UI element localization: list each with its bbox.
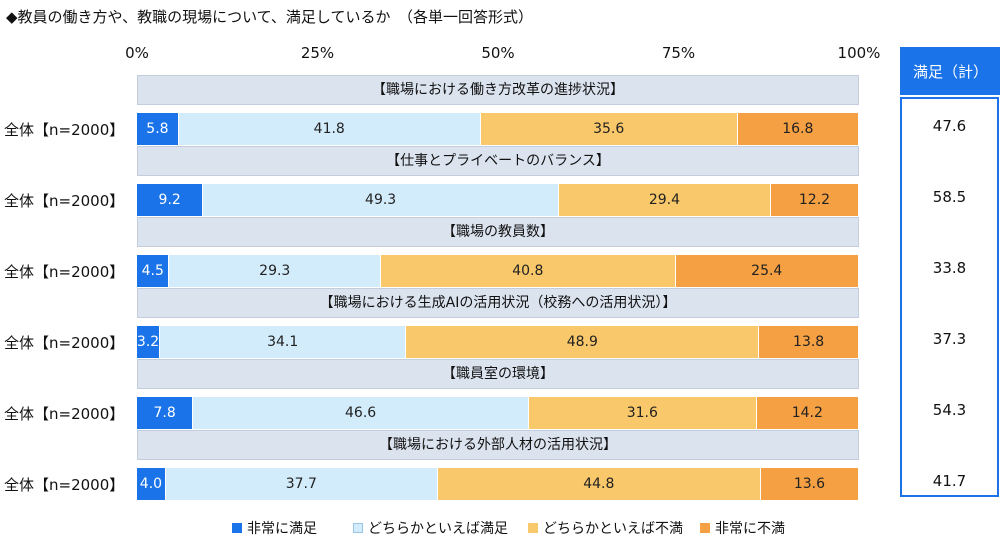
legend-item: 非常に不満 — [700, 518, 785, 538]
satisfied-total-value: 33.8 — [932, 259, 967, 277]
satisfied-total-value: 37.3 — [932, 330, 967, 348]
row-label: 全体【n=2000】 — [4, 476, 125, 494]
x-tick-label: 0% — [125, 44, 149, 62]
satisfied-total-value: 58.5 — [932, 188, 967, 206]
bar-segment: 25.4 — [675, 255, 859, 287]
x-tick-label: 25% — [300, 44, 335, 62]
row-label: 全体【n=2000】 — [4, 121, 125, 139]
legend-label: 非常に満足 — [247, 521, 317, 537]
x-tick-label: 75% — [661, 44, 696, 62]
x-axis-ticks: 0% 25% 50% 75% 100% — [0, 44, 1000, 64]
bar-segment: 35.6 — [480, 113, 738, 145]
bar-segment: 14.2 — [756, 397, 859, 429]
group-title: 【仕事とプライベートのバランス】 — [137, 146, 859, 176]
legend-label: 非常に不満 — [715, 521, 785, 537]
group-title: 【職員室の環境】 — [137, 359, 859, 389]
legend-item: どちらかといえば不満 — [528, 518, 683, 538]
bar-segment: 5.8 — [137, 113, 179, 145]
bar-segment: 40.8 — [381, 255, 676, 287]
bar-segment: 49.3 — [203, 184, 559, 216]
legend-label: どちらかといえば不満 — [543, 521, 683, 537]
bar-segment: 29.3 — [169, 255, 382, 287]
legend-swatch — [528, 523, 538, 533]
row-label: 全体【n=2000】 — [4, 334, 125, 352]
bar-segment: 4.5 — [137, 255, 170, 287]
bar-segment: 31.6 — [528, 397, 757, 429]
bar-segment: 41.8 — [178, 113, 481, 145]
bar-segment: 34.1 — [160, 326, 407, 358]
legend-swatch — [232, 523, 242, 533]
satisfied-total-value: 47.6 — [932, 117, 967, 135]
row-label: 全体【n=2000】 — [4, 263, 125, 281]
legend-item: 非常に満足 — [232, 518, 317, 538]
bar-segment: 9.2 — [137, 184, 204, 216]
bar-segment: 16.8 — [737, 113, 859, 145]
bar-segment: 48.9 — [406, 326, 760, 358]
bar-segment: 4.0 — [137, 468, 166, 500]
x-tick-label: 50% — [481, 44, 515, 62]
satisfied-total-box — [900, 97, 999, 497]
chart-title: ◆教員の働き方や、教職の現場について、満足しているか （各単一回答形式） — [6, 8, 533, 26]
x-tick-label: 100% — [837, 44, 881, 62]
bar-segment: 46.6 — [193, 397, 529, 429]
satisfied-total-value: 41.7 — [932, 472, 967, 490]
stacked-bar: 7.8 46.6 31.6 14.2 — [137, 397, 859, 429]
bar-segment: 3.2 — [137, 326, 161, 358]
group-title: 【職場における働き方改革の進捗状況】 — [137, 75, 859, 105]
row-label: 全体【n=2000】 — [4, 192, 125, 210]
stacked-bar: 9.2 49.3 29.4 12.2 — [137, 184, 859, 216]
group-title: 【職場における外部人材の活用状況】 — [137, 430, 859, 460]
bar-segment: 13.6 — [760, 468, 859, 500]
bar-segment: 44.8 — [437, 468, 761, 500]
legend-item: どちらかといえば満足 — [353, 518, 508, 538]
legend-label: どちらかといえば満足 — [368, 521, 508, 537]
stacked-bar: 5.8 41.8 35.6 16.8 — [137, 113, 859, 145]
bar-segment: 29.4 — [558, 184, 771, 216]
legend: 非常に満足 どちらかといえば満足 どちらかといえば不満 非常に不満 — [0, 518, 1000, 540]
group-title: 【職場における生成AIの活用状況（校務への活用状況）】 — [137, 288, 859, 318]
stacked-bar: 3.2 34.1 48.9 13.8 — [137, 326, 859, 358]
legend-swatch — [353, 523, 363, 533]
bar-segment: 13.8 — [759, 326, 859, 358]
stacked-bar: 4.5 29.3 40.8 25.4 — [137, 255, 859, 287]
bar-segment: 37.7 — [165, 468, 438, 500]
bar-segment: 7.8 — [137, 397, 194, 429]
stacked-bar: 4.0 37.7 44.8 13.6 — [137, 468, 859, 500]
bar-segment: 12.2 — [770, 184, 859, 216]
row-label: 全体【n=2000】 — [4, 405, 125, 423]
legend-swatch — [700, 523, 710, 533]
group-title: 【職場の教員数】 — [137, 217, 859, 247]
satisfied-total-header: 満足（計） — [900, 47, 1000, 95]
satisfied-total-value: 54.3 — [932, 401, 967, 419]
plot-area: 【職場における働き方改革の進捗状況】 5.8 41.8 35.6 16.8 【仕事とプライ… — [137, 75, 859, 500]
